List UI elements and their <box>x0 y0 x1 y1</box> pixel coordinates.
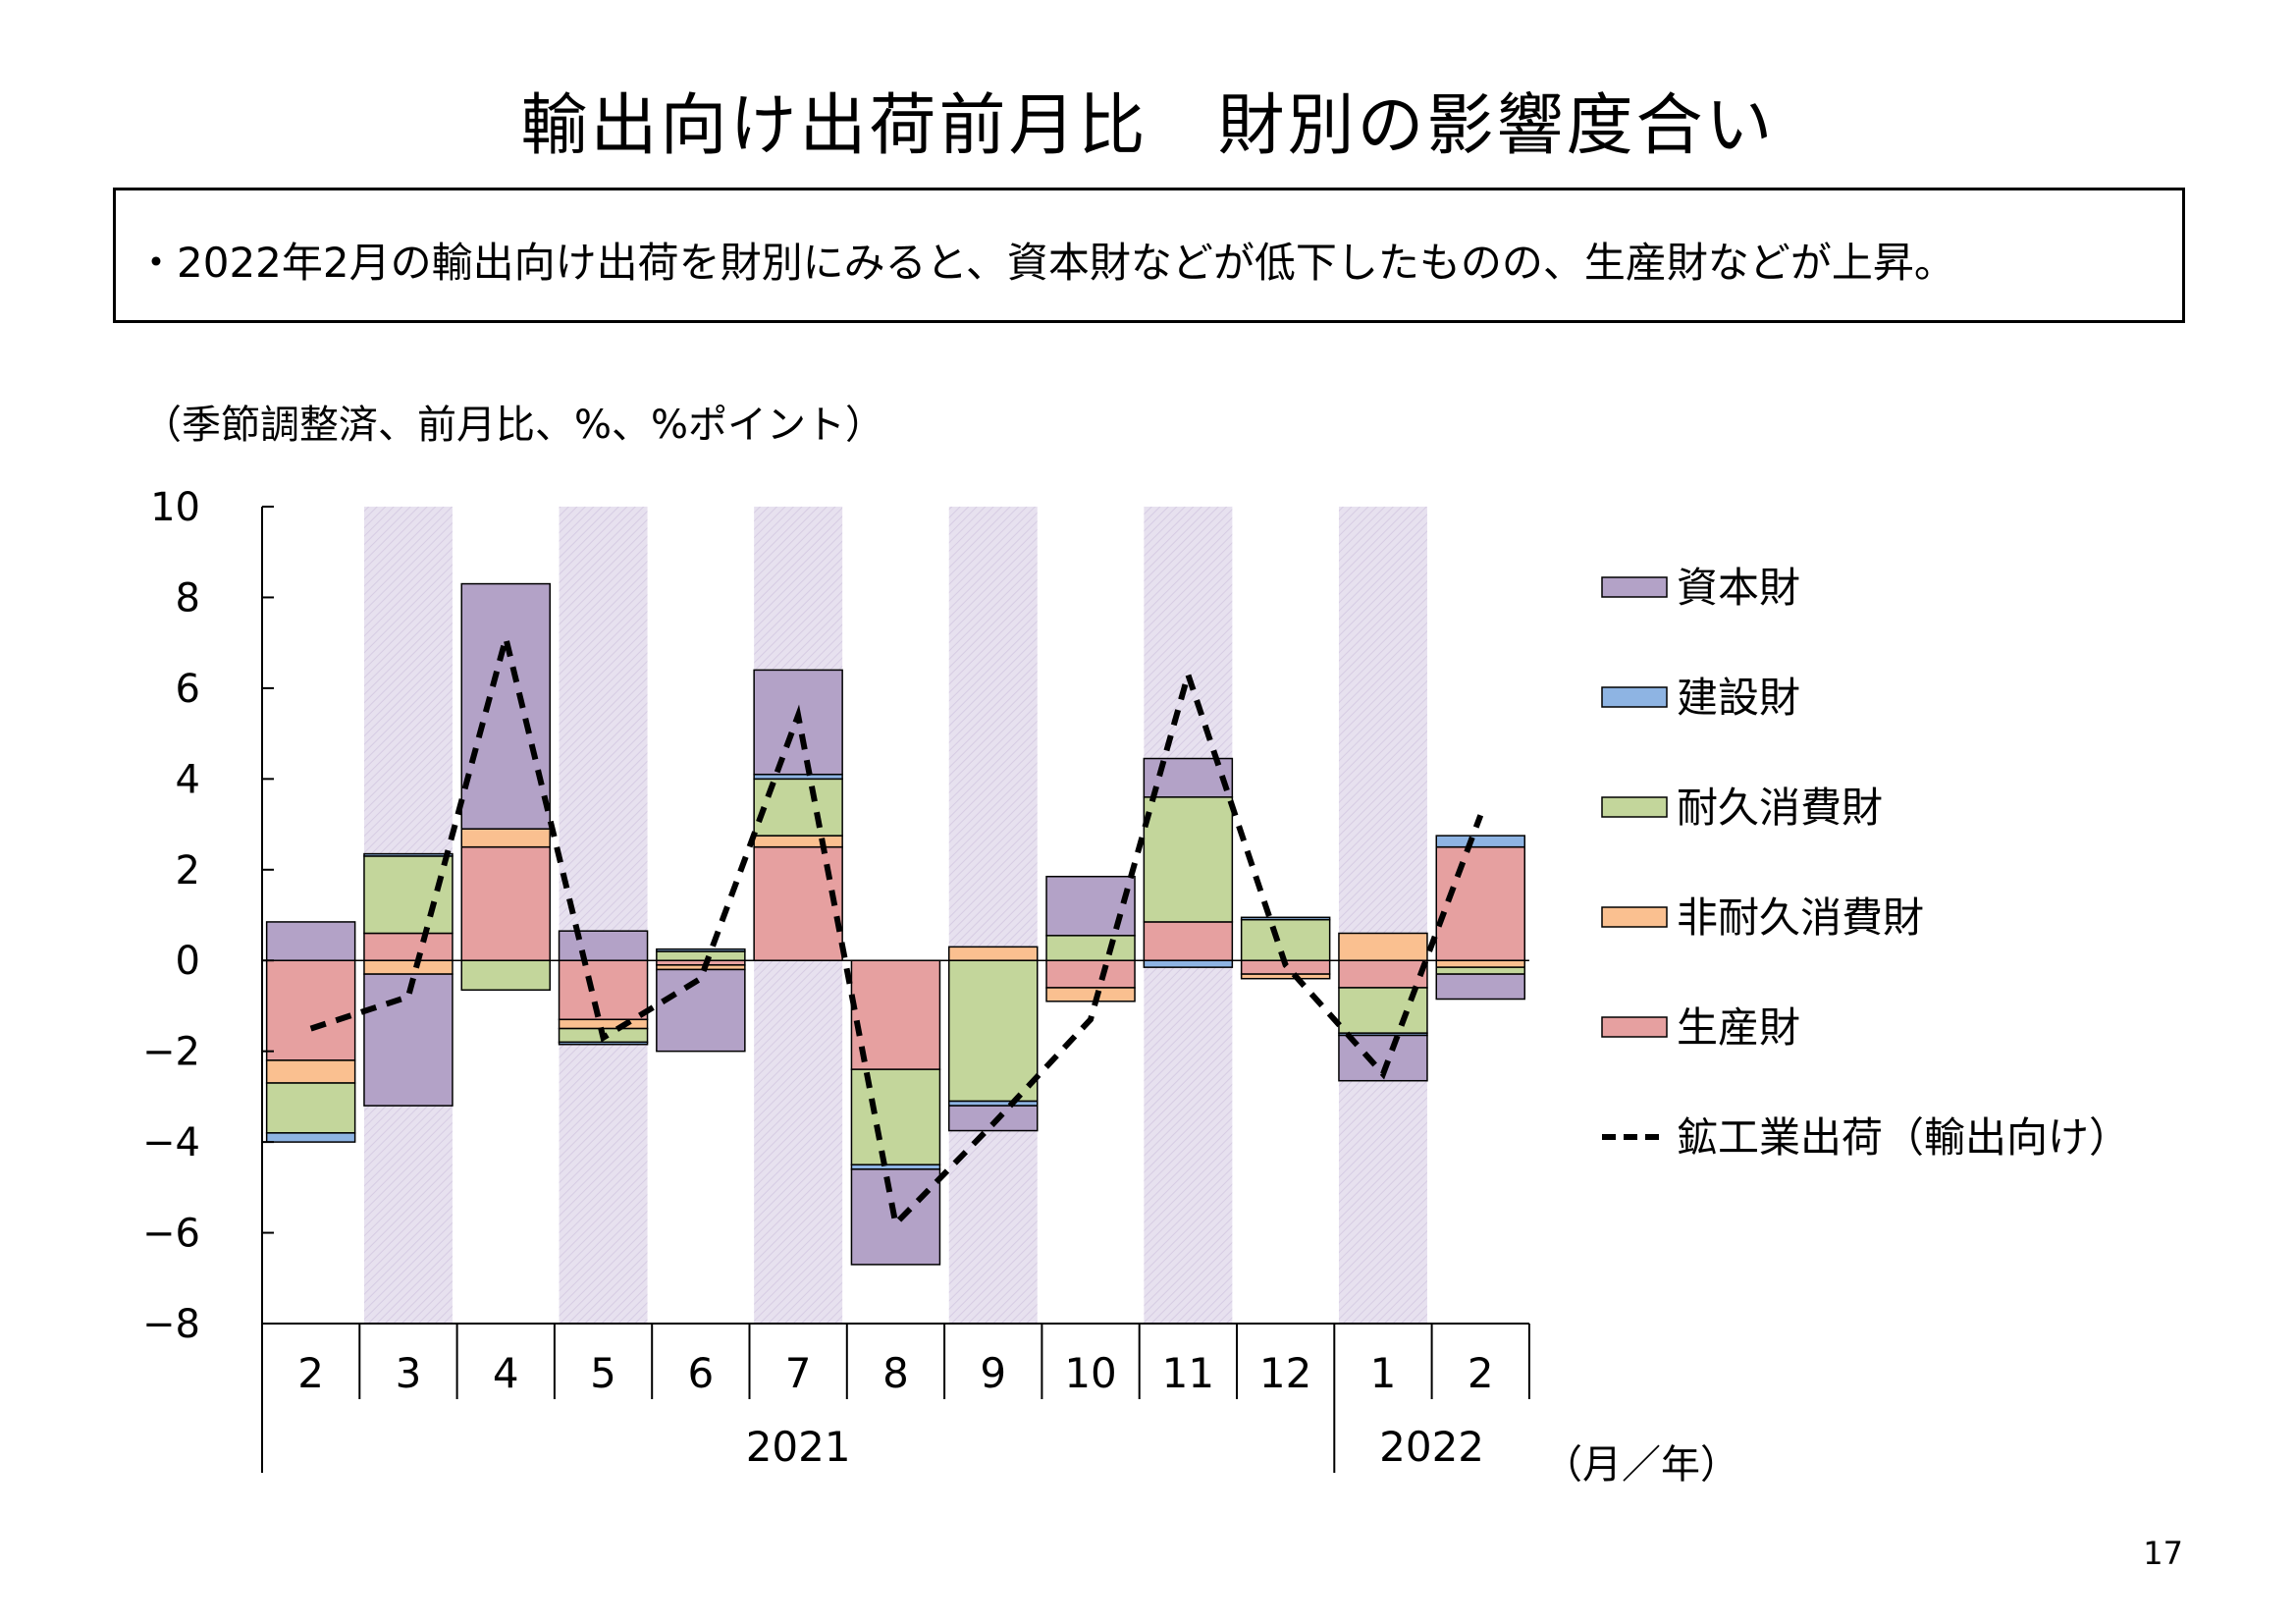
bar-construction <box>265 1132 356 1143</box>
legend-label: 生産財 <box>1677 1003 1800 1052</box>
bar-production <box>460 845 551 961</box>
bar-nondurable <box>948 946 1039 961</box>
bar-durable <box>265 1082 356 1134</box>
x-tick-label: 8 <box>882 1349 909 1397</box>
bar-durable <box>656 950 746 961</box>
bar-construction <box>1240 916 1331 921</box>
summary-box: ・2022年2月の輸出向け出荷を財別にみると、資本財などが低下したものの、生産財… <box>113 188 2185 323</box>
bar-durable <box>1143 796 1234 923</box>
x-tick-label: 7 <box>785 1349 812 1397</box>
legend-swatch-durable <box>1601 796 1668 818</box>
bar-capital <box>656 968 746 1053</box>
bar-nondurable <box>1045 987 1136 1002</box>
bar-capital <box>363 973 454 1107</box>
y-tick-label: 4 <box>176 757 200 802</box>
bar-production <box>1338 959 1428 989</box>
bar-durable <box>850 1068 941 1165</box>
x-tick-label: 2 <box>1468 1349 1494 1397</box>
legend-swatch-capital <box>1601 576 1668 598</box>
x-tick-label: 6 <box>687 1349 714 1397</box>
legend-label: 耐久消費財 <box>1677 784 1883 832</box>
bar-durable <box>460 959 551 992</box>
shaded-band <box>559 507 648 1324</box>
bar-durable <box>1435 966 1525 975</box>
x-tick-label: 9 <box>980 1349 1006 1397</box>
bar-production <box>363 932 454 961</box>
year-label: 2021 <box>746 1423 851 1471</box>
bar-durable <box>753 778 843 837</box>
shaded-band <box>948 507 1038 1324</box>
legend-label: 資本財 <box>1677 564 1800 612</box>
bar-construction <box>558 1041 649 1046</box>
x-tick-label: 12 <box>1259 1349 1311 1397</box>
y-tick-label: 8 <box>176 575 200 621</box>
bar-nondurable <box>1338 932 1428 961</box>
bar-capital <box>948 1105 1039 1132</box>
stacked-bars <box>265 582 1525 1266</box>
bar-construction <box>1143 959 1234 968</box>
bar-production <box>265 959 356 1061</box>
bar-construction <box>363 852 454 857</box>
legend-label: 建設財 <box>1677 674 1800 722</box>
x-tick-label: 4 <box>493 1349 519 1397</box>
y-tick-label: 0 <box>176 939 200 984</box>
export-line <box>309 637 1484 1230</box>
bar-construction <box>656 947 746 952</box>
bar-production <box>1045 959 1136 989</box>
bar-nondurable <box>265 1059 356 1084</box>
x-tick-label: 10 <box>1064 1349 1116 1397</box>
bar-capital <box>460 582 551 830</box>
y-tick-label: 10 <box>150 485 200 530</box>
bar-durable <box>1045 935 1136 961</box>
bar-durable <box>948 959 1039 1103</box>
bar-capital <box>265 921 356 961</box>
y-tick-label: −8 <box>142 1302 200 1347</box>
bar-construction <box>1435 835 1525 848</box>
y-tick-label: 2 <box>176 848 200 893</box>
line-export-shipments <box>309 637 1484 1230</box>
bar-nondurable <box>460 828 551 848</box>
x-tick-label: 11 <box>1162 1349 1214 1397</box>
bar-capital <box>558 930 649 961</box>
bar-nondurable <box>1240 973 1331 980</box>
page-title: 輸出向け出荷前月比 財別の影響度合い <box>520 87 1776 165</box>
bar-durable <box>363 855 454 935</box>
x-tick-label: 5 <box>590 1349 616 1397</box>
y-tick-label: −6 <box>142 1212 200 1257</box>
x-tick-label: 2 <box>297 1349 324 1397</box>
y-tick-label: −4 <box>142 1120 200 1165</box>
bar-durable <box>1240 918 1331 961</box>
legend-label: 鉱工業出荷（輸出向け） <box>1677 1113 2130 1162</box>
bar-capital <box>1045 875 1136 937</box>
unit-note: （季節調整済、前月比、%、%ポイント） <box>142 403 885 448</box>
summary-text: ・2022年2月の輸出向け出荷を財別にみると、資本財などが低下したものの、生産財… <box>135 239 1955 287</box>
bar-production <box>558 959 649 1021</box>
bar-capital <box>1435 973 1525 1001</box>
y-tick-label: 6 <box>176 667 200 712</box>
x-tick-label: 1 <box>1370 1349 1397 1397</box>
legend-swatch-nondurable <box>1601 906 1668 928</box>
year-label: 2022 <box>1379 1423 1484 1471</box>
bar-nondurable <box>363 959 454 975</box>
bar-nondurable <box>1435 959 1525 968</box>
legend-label: 非耐久消費財 <box>1677 893 1924 942</box>
bar-production <box>1435 845 1525 961</box>
shaded-band <box>1338 507 1427 1324</box>
bar-production <box>1143 921 1234 961</box>
x-tick-label: 3 <box>396 1349 422 1397</box>
legend-swatch-construction <box>1601 686 1668 708</box>
bar-nondurable <box>753 835 843 848</box>
x-unit-label: （月／年） <box>1543 1442 1739 1488</box>
page-number: 17 <box>2143 1535 2183 1572</box>
legend-swatch-production <box>1601 1016 1668 1038</box>
y-tick-label: −2 <box>142 1030 200 1075</box>
